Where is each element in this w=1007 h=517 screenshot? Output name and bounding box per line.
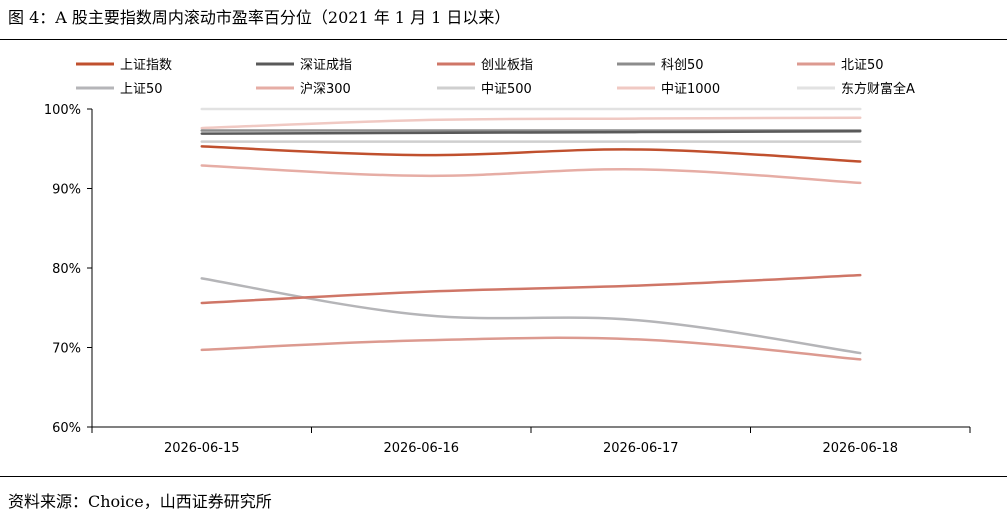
- y-tick-label: 80%: [52, 262, 81, 277]
- series-line: [200, 336, 862, 361]
- source-note: 资料来源：Choice，山西证券研究所: [8, 492, 272, 511]
- chart-axes: 60% 70% 80% 90% 100% 2026-06-15 2026-06-16 2026…: [44, 103, 971, 456]
- series-line: [200, 273, 862, 305]
- legend-label: 创业板指: [481, 58, 533, 73]
- series-line: [200, 116, 862, 130]
- x-tick-label: 2026-06-16: [383, 441, 459, 456]
- y-tick-label: 90%: [52, 183, 81, 198]
- legend-item: 东方财富全A: [797, 81, 915, 97]
- legend-item: 中证1000: [617, 82, 720, 97]
- legend-item: 北证50: [797, 58, 884, 73]
- x-tick-label: 2026-06-18: [822, 441, 898, 456]
- y-tick-label: 70%: [52, 342, 81, 357]
- top-rule: [0, 39, 1007, 40]
- legend-item: 上证指数: [76, 58, 172, 73]
- legend-item: 创业板指: [437, 58, 533, 73]
- legend-label: 中证1000: [661, 82, 720, 97]
- legend-label: 沪深300: [300, 81, 351, 97]
- legend-label: 科创50: [661, 58, 704, 73]
- series-layer: [200, 107, 862, 361]
- series-line: [200, 277, 862, 355]
- series-line: [200, 164, 862, 185]
- legend-label: 上证指数: [120, 58, 172, 73]
- figure-caption: 图 4：A 股主要指数周内滚动市盈率百分位（2021 年 1 月 1 日以来）: [8, 8, 511, 27]
- series-line: [200, 130, 862, 135]
- series-line: [200, 145, 862, 163]
- legend-item: 科创50: [617, 58, 704, 73]
- legend-label: 东方财富全A: [841, 81, 915, 97]
- x-tick-label: 2026-06-17: [603, 441, 679, 456]
- x-tick-label: 2026-06-15: [164, 441, 240, 456]
- legend-label: 深证成指: [300, 58, 352, 73]
- legend-label: 中证500: [481, 82, 532, 97]
- legend-label: 上证50: [120, 82, 163, 97]
- y-tick-label: 100%: [44, 103, 81, 118]
- legend-item: 沪深300: [256, 81, 351, 97]
- legend-item: 深证成指: [256, 58, 352, 73]
- chart-legend: 上证指数 深证成指 创业板指 科创50 北证50 上证50 沪深300 中证500 中证1000…: [76, 58, 915, 97]
- bottom-rule: [0, 476, 1007, 477]
- legend-item: 中证500: [437, 82, 532, 97]
- legend-item: 上证50: [76, 82, 163, 97]
- y-tick-label: 60%: [52, 421, 81, 436]
- legend-label: 北证50: [841, 58, 884, 73]
